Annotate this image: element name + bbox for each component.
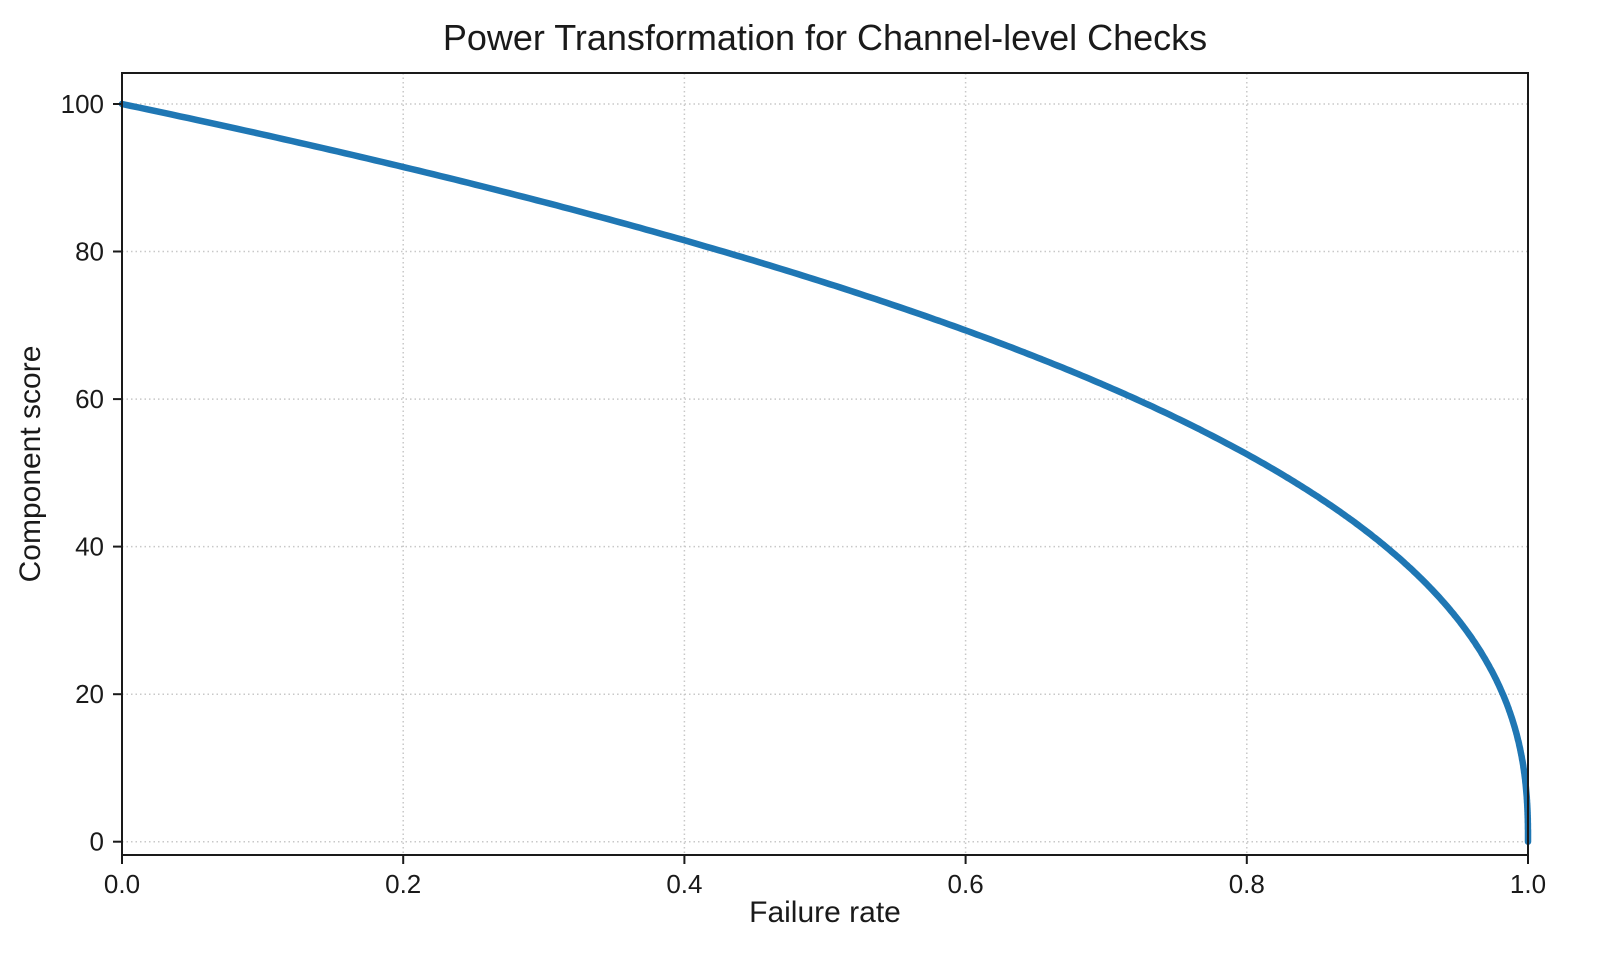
y-tick-label: 60 xyxy=(75,384,104,414)
chart-title: Power Transformation for Channel-level C… xyxy=(443,17,1207,58)
tick-label-layer: 0.0 0.2 0.4 0.6 0.8 1.0 0 20 40 60 80 100 xyxy=(61,89,1546,899)
plot-border xyxy=(121,72,1529,856)
y-tick-label: 20 xyxy=(75,679,104,709)
grid-layer xyxy=(122,73,1528,855)
x-tick-label: 0.0 xyxy=(104,869,140,899)
x-tick-label: 1.0 xyxy=(1510,869,1546,899)
x-tick-label: 0.8 xyxy=(1229,869,1265,899)
x-tick-label: 0.6 xyxy=(948,869,984,899)
y-tick-label: 0 xyxy=(90,827,104,857)
y-tick-label: 100 xyxy=(61,89,104,119)
y-tick-label: 80 xyxy=(75,237,104,267)
x-tick-label: 0.2 xyxy=(385,869,421,899)
y-axis-label: Component score xyxy=(14,346,47,583)
x-tick-label: 0.4 xyxy=(666,869,702,899)
y-tick-label: 40 xyxy=(75,532,104,562)
series-line xyxy=(118,100,1532,845)
series-layer xyxy=(118,100,1532,845)
spine-layer xyxy=(121,72,1529,856)
x-axis-label: Failure rate xyxy=(749,896,901,929)
tick-layer xyxy=(113,103,1529,864)
